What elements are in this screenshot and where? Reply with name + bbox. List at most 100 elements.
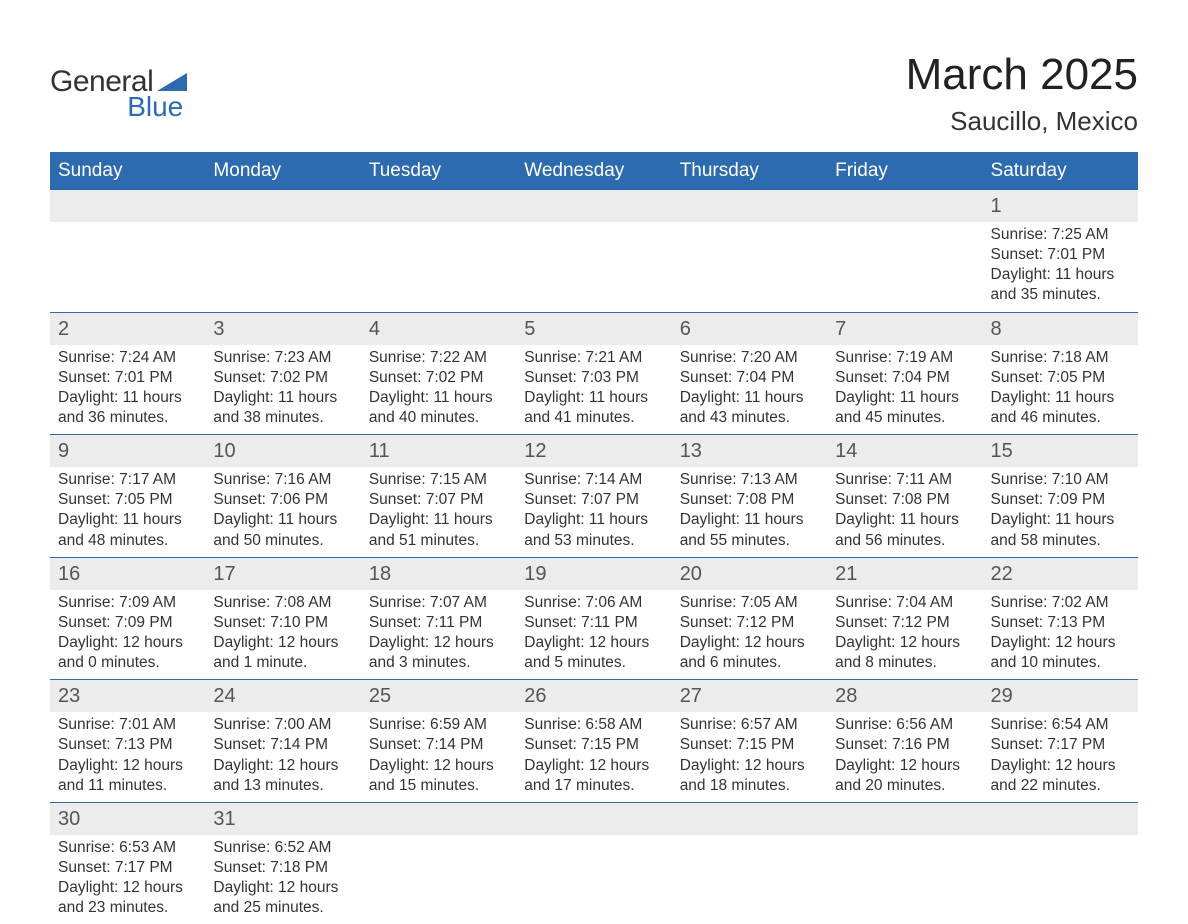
day-number-cell: 21: [827, 557, 982, 590]
day-number-cell: 22: [983, 557, 1138, 590]
sunrise-line: Sunrise: 6:58 AM: [524, 715, 663, 735]
daylight-line1: Daylight: 12 hours: [58, 633, 197, 653]
daylight-line1: Daylight: 12 hours: [213, 756, 352, 776]
brand-text-blue: Blue: [127, 91, 183, 123]
sunset-line: Sunset: 7:14 PM: [369, 735, 508, 755]
day-content-cell: [516, 222, 671, 312]
daylight-line1: Daylight: 12 hours: [680, 756, 819, 776]
day-content-cell: Sunrise: 7:24 AMSunset: 7:01 PMDaylight:…: [50, 345, 205, 435]
sunrise-line: Sunrise: 7:15 AM: [369, 470, 508, 490]
day-number-cell: 2: [50, 312, 205, 345]
daylight-line1: Daylight: 12 hours: [369, 756, 508, 776]
day-content-cell: [672, 835, 827, 924]
daylight-line2: and 20 minutes.: [835, 776, 974, 796]
day-content-cell: Sunrise: 7:05 AMSunset: 7:12 PMDaylight:…: [672, 590, 827, 680]
day-number-cell: 19: [516, 557, 671, 590]
day-number-cell: 6: [672, 312, 827, 345]
day-content-cell: Sunrise: 7:18 AMSunset: 7:05 PMDaylight:…: [983, 345, 1138, 435]
sunset-line: Sunset: 7:08 PM: [835, 490, 974, 510]
sunrise-line: Sunrise: 7:21 AM: [524, 348, 663, 368]
day-number-cell: 29: [983, 680, 1138, 713]
daylight-line2: and 25 minutes.: [213, 898, 352, 918]
weekday-header: Tuesday: [361, 153, 516, 189]
sunrise-line: Sunrise: 7:19 AM: [835, 348, 974, 368]
sunset-line: Sunset: 7:16 PM: [835, 735, 974, 755]
daynum-row: 9101112131415: [50, 435, 1138, 468]
day-number-cell: 27: [672, 680, 827, 713]
day-number-cell: 31: [205, 802, 360, 835]
sunset-line: Sunset: 7:03 PM: [524, 368, 663, 388]
day-content-cell: Sunrise: 6:57 AMSunset: 7:15 PMDaylight:…: [672, 712, 827, 802]
sunset-line: Sunset: 7:07 PM: [524, 490, 663, 510]
daylight-line1: Daylight: 11 hours: [524, 388, 663, 408]
sunrise-line: Sunrise: 6:59 AM: [369, 715, 508, 735]
day-number-cell: [983, 802, 1138, 835]
month-title: March 2025: [906, 50, 1138, 100]
day-number-cell: 5: [516, 312, 671, 345]
sunset-line: Sunset: 7:12 PM: [835, 613, 974, 633]
sunrise-line: Sunrise: 7:05 AM: [680, 593, 819, 613]
daylight-line1: Daylight: 11 hours: [680, 388, 819, 408]
daylight-line1: Daylight: 12 hours: [213, 878, 352, 898]
daylight-line1: Daylight: 12 hours: [58, 878, 197, 898]
daylight-line2: and 8 minutes.: [835, 653, 974, 673]
day-number-cell: [516, 802, 671, 835]
day-content-cell: Sunrise: 7:22 AMSunset: 7:02 PMDaylight:…: [361, 345, 516, 435]
day-number-cell: 1: [983, 189, 1138, 222]
daylight-line2: and 55 minutes.: [680, 531, 819, 551]
sunrise-line: Sunrise: 7:11 AM: [835, 470, 974, 490]
sunrise-line: Sunrise: 7:13 AM: [680, 470, 819, 490]
day-content-cell: Sunrise: 7:16 AMSunset: 7:06 PMDaylight:…: [205, 467, 360, 557]
daylight-line2: and 58 minutes.: [991, 531, 1130, 551]
day-content-cell: Sunrise: 7:02 AMSunset: 7:13 PMDaylight:…: [983, 590, 1138, 680]
day-number-cell: 28: [827, 680, 982, 713]
day-content-cell: Sunrise: 7:08 AMSunset: 7:10 PMDaylight:…: [205, 590, 360, 680]
sunset-line: Sunset: 7:09 PM: [58, 613, 197, 633]
daylight-line1: Daylight: 11 hours: [991, 388, 1130, 408]
day-content-cell: [672, 222, 827, 312]
sunrise-line: Sunrise: 7:20 AM: [680, 348, 819, 368]
sunset-line: Sunset: 7:04 PM: [680, 368, 819, 388]
sunset-line: Sunset: 7:09 PM: [991, 490, 1130, 510]
daylight-line1: Daylight: 11 hours: [835, 388, 974, 408]
day-number-cell: [361, 802, 516, 835]
daynum-row: 1: [50, 189, 1138, 222]
daylight-line1: Daylight: 12 hours: [835, 756, 974, 776]
day-content-cell: Sunrise: 7:13 AMSunset: 7:08 PMDaylight:…: [672, 467, 827, 557]
day-number-cell: 25: [361, 680, 516, 713]
daylight-line2: and 22 minutes.: [991, 776, 1130, 796]
daylight-line2: and 15 minutes.: [369, 776, 508, 796]
day-content-cell: [361, 835, 516, 924]
day-number-cell: 15: [983, 435, 1138, 468]
day-number-cell: 13: [672, 435, 827, 468]
day-number-cell: 26: [516, 680, 671, 713]
daylight-line2: and 0 minutes.: [58, 653, 197, 673]
day-content-cell: Sunrise: 7:17 AMSunset: 7:05 PMDaylight:…: [50, 467, 205, 557]
sunrise-line: Sunrise: 7:18 AM: [991, 348, 1130, 368]
day-number-cell: 10: [205, 435, 360, 468]
day-number-cell: 17: [205, 557, 360, 590]
day-content-cell: Sunrise: 6:53 AMSunset: 7:17 PMDaylight:…: [50, 835, 205, 924]
daylight-line2: and 1 minute.: [213, 653, 352, 673]
daylight-line2: and 43 minutes.: [680, 408, 819, 428]
day-number-cell: 14: [827, 435, 982, 468]
calendar-table: Sunday Monday Tuesday Wednesday Thursday…: [50, 152, 1138, 924]
day-content-cell: Sunrise: 7:19 AMSunset: 7:04 PMDaylight:…: [827, 345, 982, 435]
weekday-header: Saturday: [983, 153, 1138, 189]
sunset-line: Sunset: 7:15 PM: [680, 735, 819, 755]
day-number-cell: 7: [827, 312, 982, 345]
sunrise-line: Sunrise: 7:09 AM: [58, 593, 197, 613]
day-content-cell: Sunrise: 7:15 AMSunset: 7:07 PMDaylight:…: [361, 467, 516, 557]
daylight-line2: and 40 minutes.: [369, 408, 508, 428]
day-content-cell: Sunrise: 7:10 AMSunset: 7:09 PMDaylight:…: [983, 467, 1138, 557]
day-number-cell: 18: [361, 557, 516, 590]
sunset-line: Sunset: 7:01 PM: [58, 368, 197, 388]
daylight-line2: and 53 minutes.: [524, 531, 663, 551]
daynum-row: 2345678: [50, 312, 1138, 345]
day-content-cell: [205, 222, 360, 312]
daylight-line2: and 6 minutes.: [680, 653, 819, 673]
daylight-line1: Daylight: 11 hours: [991, 265, 1130, 285]
day-content-cell: Sunrise: 7:00 AMSunset: 7:14 PMDaylight:…: [205, 712, 360, 802]
sunrise-line: Sunrise: 7:06 AM: [524, 593, 663, 613]
daylight-line1: Daylight: 11 hours: [680, 510, 819, 530]
